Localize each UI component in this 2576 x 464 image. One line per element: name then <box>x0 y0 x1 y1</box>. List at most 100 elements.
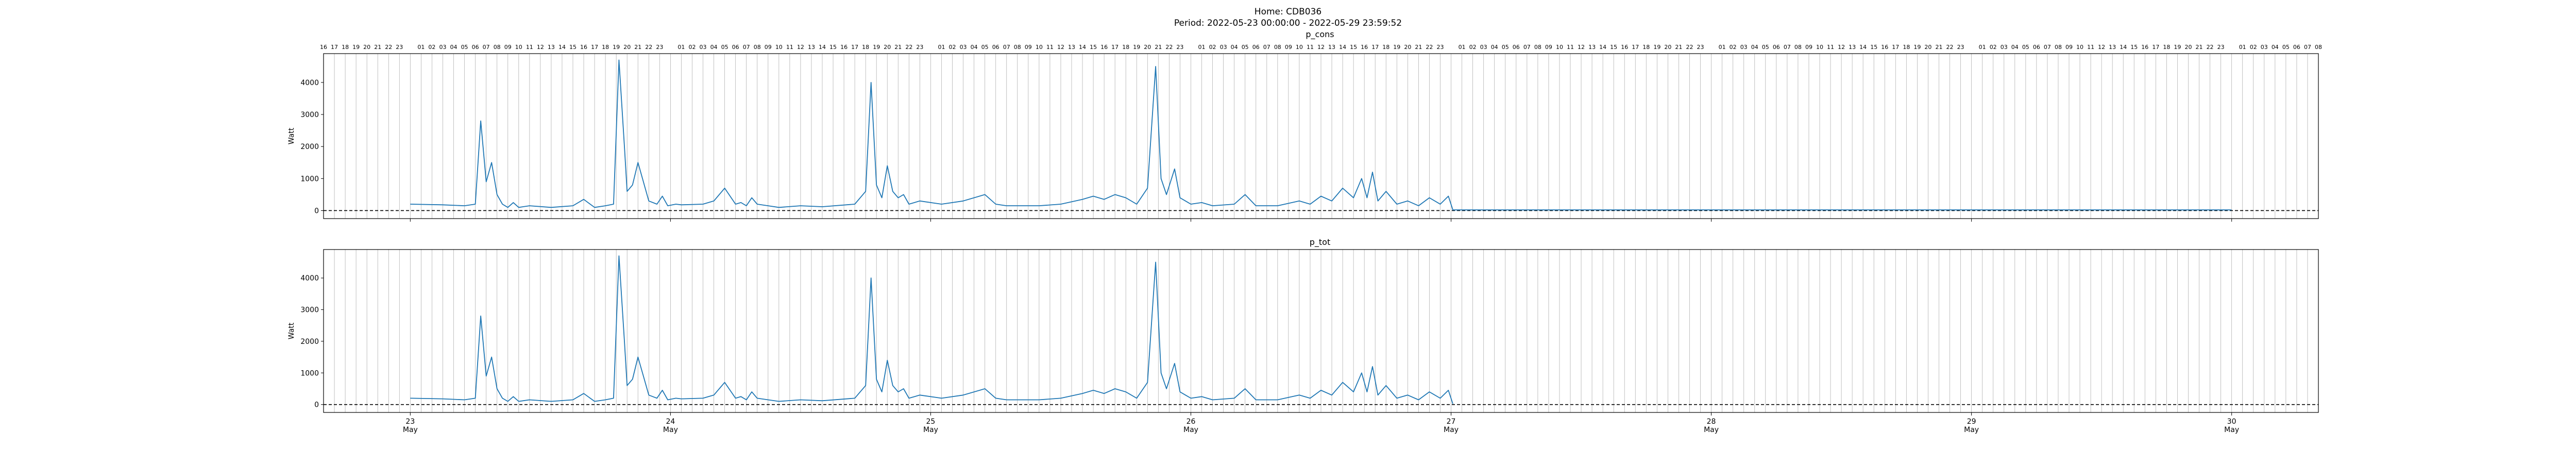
hour-tick-label: 16 <box>2141 44 2148 51</box>
hour-tick-label: 18 <box>1382 44 1389 51</box>
hour-tick-label: 06 <box>2293 44 2300 51</box>
hour-tick-label: 08 <box>494 44 501 51</box>
hour-tick-label: 03 <box>439 44 446 51</box>
hour-tick-label: 14 <box>1859 44 1867 51</box>
x-month-label: May <box>403 426 418 434</box>
hour-tick-label: 08 <box>2315 44 2322 51</box>
hour-tick-label: 18 <box>1122 44 1129 51</box>
hour-tick-label: 15 <box>1610 44 1617 51</box>
hour-tick-label: 18 <box>342 44 349 51</box>
hour-tick-label: 17 <box>1632 44 1639 51</box>
hour-tick-label: 05 <box>2022 44 2029 51</box>
hour-tick-label: 12 <box>537 44 544 51</box>
y-tick-label: 2000 <box>300 143 319 151</box>
hour-tick-label: 06 <box>1773 44 1780 51</box>
axes-frame <box>323 53 2319 219</box>
hour-tick-label: 17 <box>1111 44 1118 51</box>
hour-tick-label: 13 <box>548 44 555 51</box>
hour-tick-label: 15 <box>1350 44 1357 51</box>
hour-tick-label: 07 <box>743 44 750 51</box>
hour-tick-label: 11 <box>1046 44 1054 51</box>
x-month-label: May <box>663 426 678 434</box>
hour-tick-label: 14 <box>1339 44 1346 51</box>
y-axis-label: Watt <box>287 127 296 144</box>
hour-tick-label: 10 <box>2076 44 2083 51</box>
hour-tick-label: 19 <box>1913 44 1921 51</box>
hour-tick-label: 10 <box>515 44 522 51</box>
hour-tick-label: 04 <box>1491 44 1498 51</box>
hour-tick-label: 10 <box>1556 44 1563 51</box>
hour-tick-label: 22 <box>645 44 652 51</box>
hour-tick-label: 22 <box>385 44 392 51</box>
hour-grid <box>334 54 2308 219</box>
hour-tick-label: 14 <box>1079 44 1086 51</box>
hour-tick-label: 12 <box>1578 44 1585 51</box>
hour-tick-label: 04 <box>1751 44 1758 51</box>
hour-tick-label: 16 <box>1621 44 1628 51</box>
hour-tick-label: 11 <box>2087 44 2094 51</box>
hour-tick-label: 19 <box>2174 44 2181 51</box>
hour-tick-label: 19 <box>613 44 620 51</box>
hour-tick-label: 13 <box>808 44 815 51</box>
hour-tick-label: 16 <box>840 44 848 51</box>
series-line <box>410 59 2232 211</box>
hour-tick-label: 03 <box>1740 44 1748 51</box>
hour-tick-label: 21 <box>1415 44 1422 51</box>
hour-tick-label: 06 <box>1513 44 1520 51</box>
hour-tick-label: 03 <box>2261 44 2268 51</box>
hour-tick-label: 09 <box>765 44 772 51</box>
y-tick-label: 0 <box>314 207 319 215</box>
hour-tick-label: 01 <box>1719 44 1726 51</box>
hour-tick-label: 17 <box>331 44 338 51</box>
hour-tick-label: 13 <box>1849 44 1856 51</box>
hour-tick-label: 18 <box>1903 44 1910 51</box>
axes-frame <box>323 249 2319 413</box>
hour-tick-label: 22 <box>1426 44 1433 51</box>
hour-tick-label: 08 <box>1014 44 1021 51</box>
y-tick-label: 1000 <box>300 369 319 377</box>
hour-tick-label: 04 <box>450 44 457 51</box>
x-month-label: May <box>923 426 938 434</box>
hour-tick-label: 01 <box>938 44 945 51</box>
hour-tick-label: 07 <box>1784 44 1791 51</box>
hour-tick-label: 20 <box>2184 44 2192 51</box>
hour-tick-label: 11 <box>1827 44 1834 51</box>
y-tick-label: 4000 <box>300 274 319 283</box>
hour-tick-label: 17 <box>851 44 858 51</box>
hour-tick-label: 04 <box>1231 44 1238 51</box>
hour-tick-label: 16 <box>1361 44 1368 51</box>
hour-tick-label: 17 <box>1892 44 1899 51</box>
hour-tick-label: 20 <box>363 44 370 51</box>
hour-tick-label: 01 <box>417 44 425 51</box>
hour-tick-label: 17 <box>1371 44 1379 51</box>
hour-tick-label: 13 <box>1068 44 1075 51</box>
hour-tick-label: 12 <box>797 44 804 51</box>
x-month-label: May <box>1444 426 1459 434</box>
hour-tick-label: 10 <box>1036 44 1043 51</box>
x-day-label: 26 <box>1187 418 1196 426</box>
panel-title: p_tot <box>1310 237 1331 247</box>
hour-tick-label: 12 <box>1838 44 1845 51</box>
hour-tick-label: 01 <box>1459 44 1466 51</box>
hour-tick-label: 22 <box>1165 44 1173 51</box>
hour-tick-label: 20 <box>1924 44 1931 51</box>
hour-tick-label: 18 <box>602 44 609 51</box>
hour-tick-label: 16 <box>580 44 587 51</box>
y-tick-label: 2000 <box>300 338 319 346</box>
hour-tick-label: 13 <box>1588 44 1596 51</box>
hour-tick-label: 16 <box>1881 44 1888 51</box>
hour-tick-label: 09 <box>1805 44 1812 51</box>
hour-tick-label: 19 <box>1393 44 1400 51</box>
hour-tick-label: 07 <box>1263 44 1270 51</box>
hour-tick-label: 20 <box>623 44 631 51</box>
hour-tick-label: 19 <box>1133 44 1140 51</box>
panel-p-tot: p_tot Watt 0100020003000400023May24May25… <box>287 237 2319 434</box>
hour-tick-label: 04 <box>971 44 978 51</box>
hour-tick-label: 18 <box>862 44 869 51</box>
hour-tick-label: 18 <box>2163 44 2170 51</box>
hour-tick-label: 18 <box>1642 44 1650 51</box>
hour-tick-label: 12 <box>1317 44 1325 51</box>
hour-tick-label: 05 <box>461 44 468 51</box>
